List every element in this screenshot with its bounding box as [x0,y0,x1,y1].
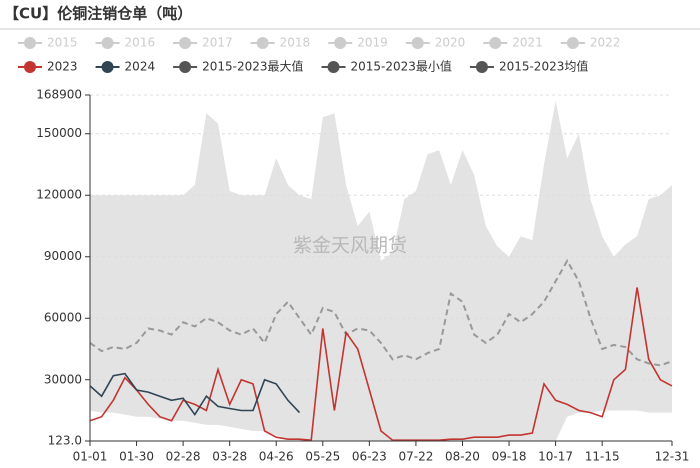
legend-item[interactable]: 2015-2023均值 [469,59,588,74]
max-area [90,100,672,442]
avg-line [89,258,673,367]
legend-label: 2015 [47,36,78,50]
legend-label: 2016 [125,36,156,50]
legend-label: 2023 [47,60,78,74]
legend-item[interactable]: 2015-2023最小值 [321,59,452,74]
legend-icon [24,61,36,73]
x-tick-label: 11-15 [585,450,620,464]
legend-item[interactable]: 2020 [405,36,466,50]
legend-icon [24,37,36,49]
x-tick-label: 09-18 [492,450,527,464]
watermark: 紫金天风期货 [293,235,407,257]
legend-label: 2022 [590,36,621,50]
min-area [90,410,672,441]
x-tick-label: 12-31 [655,450,690,464]
legend-label: 2015-2023最小值 [351,59,452,74]
legend-icon [475,61,488,73]
x-tick-label: 08-20 [445,450,480,464]
legend-item[interactable]: 2017 [173,36,233,50]
legend-label: 2017 [202,36,233,50]
legend-icon [411,37,424,49]
series-line [89,287,673,442]
legend-icon [101,37,114,49]
legend-icon [179,61,192,73]
legend-label: 2015-2023均值 [499,59,588,74]
x-tick-label: 01-30 [119,450,154,464]
legend-label: 2024 [125,60,156,74]
y-tick-label: 60000 [44,311,82,325]
chart-title: 【CU】伦铜注销仓单（吨） [4,5,192,23]
legend-item[interactable]: 2024 [95,60,156,74]
legend-item[interactable]: 2021 [483,36,543,50]
x-tick-label: 10-17 [538,450,573,464]
legend-icon [179,37,192,49]
legend-item[interactable]: 2019 [328,36,388,50]
legend-item[interactable]: 2022 [560,36,621,50]
y-tick-label: 150000 [36,126,82,140]
x-tick-label: 03-28 [212,450,247,464]
legend-item[interactable]: 2015 [18,36,78,50]
legend-label: 2018 [280,36,311,50]
legend-label: 2021 [512,36,543,50]
legend-label: 2019 [357,36,388,50]
y-tick-label: 90000 [44,249,82,263]
legend-icon [334,37,347,49]
series-line [89,372,301,417]
legend-icon [489,37,502,49]
x-tick-label: 07-22 [398,450,433,464]
x-tick-label: 01-01 [73,450,108,464]
y-tick-label: 168900 [36,88,82,102]
legend-label: 2020 [435,36,466,50]
y-tick-label: 30000 [44,372,82,386]
legend-icon [327,61,340,73]
legend-item[interactable]: 2015-2023最大值 [173,59,304,74]
x-tick-label: 05-25 [305,450,340,464]
legend-label: 2015-2023最大值 [202,59,303,74]
x-tick-label: 02-28 [166,450,201,464]
legend-icon [256,37,269,49]
legend-item[interactable]: 2018 [250,36,311,50]
y-tick-label: 123.0 [48,434,82,448]
legend-item[interactable]: 2016 [95,36,156,50]
legend-item[interactable]: 2023 [18,60,78,74]
legend-icon [566,37,579,49]
x-tick-label: 04-26 [259,450,294,464]
y-tick-label: 120000 [36,188,82,202]
legend-icon [101,61,114,73]
x-tick-label: 06-23 [352,450,387,464]
